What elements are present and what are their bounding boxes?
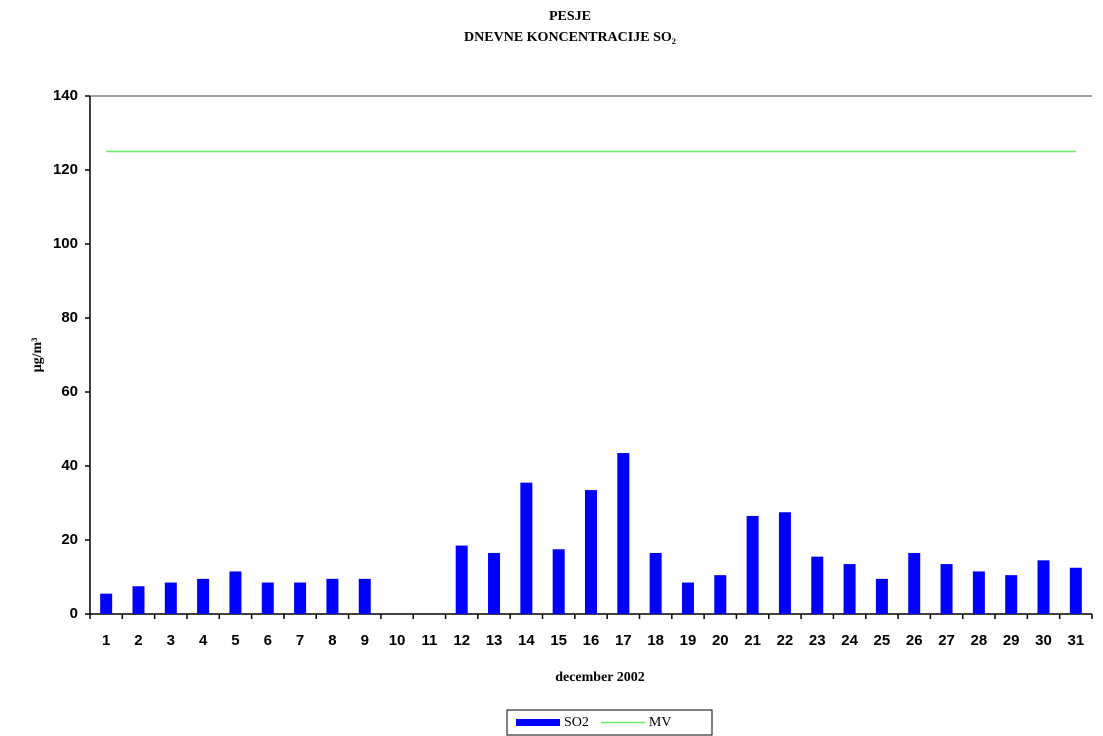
y-tick-label: 60: [61, 383, 78, 400]
x-tick-label: 27: [938, 632, 955, 649]
bar: [972, 571, 985, 614]
x-tick-label: 19: [680, 632, 697, 649]
bar: [746, 515, 759, 614]
x-axis-title: december 2002: [555, 670, 645, 685]
bar: [229, 571, 242, 614]
x-tick-label: 11: [421, 632, 437, 649]
x-tick-label: 30: [1035, 632, 1052, 649]
x-tick-label: 5: [231, 632, 239, 649]
bar: [488, 552, 501, 614]
x-tick-label: 13: [486, 632, 503, 649]
bar: [875, 578, 888, 614]
x-tick-label: 9: [361, 632, 369, 649]
bar: [681, 582, 694, 614]
bar: [908, 552, 921, 614]
x-tick-label: 16: [583, 632, 600, 649]
bar: [811, 556, 824, 614]
bar: [294, 582, 307, 614]
bar: [100, 593, 113, 614]
x-tick-label: 21: [744, 632, 761, 649]
bar: [358, 578, 371, 614]
bar: [132, 586, 145, 614]
x-tick-label: 25: [874, 632, 891, 649]
y-tick-label: 100: [53, 235, 78, 252]
x-tick-label: 12: [453, 632, 470, 649]
legend-label: SO2: [564, 715, 589, 730]
y-tick-label: 140: [53, 87, 78, 104]
x-tick-label: 24: [841, 632, 858, 649]
bar: [552, 549, 565, 614]
x-tick-label: 1: [102, 632, 110, 649]
bar: [778, 512, 791, 614]
bar: [1069, 567, 1082, 614]
x-tick-label: 20: [712, 632, 729, 649]
x-tick-label: 31: [1067, 632, 1084, 649]
x-tick-label: 29: [1003, 632, 1020, 649]
x-tick-label: 14: [518, 632, 535, 649]
bar: [843, 564, 856, 614]
y-tick-label: 80: [61, 309, 78, 326]
bar: [940, 564, 953, 614]
x-tick-label: 8: [328, 632, 336, 649]
x-tick-label: 7: [296, 632, 304, 649]
x-tick-label: 18: [647, 632, 664, 649]
bar: [197, 578, 210, 614]
y-tick-label: 20: [61, 531, 78, 548]
legend-swatch: [516, 719, 560, 726]
y-axis-title: µg/m³: [30, 338, 45, 373]
bar: [714, 575, 727, 614]
x-tick-label: 22: [777, 632, 794, 649]
x-tick-label: 15: [550, 632, 567, 649]
bar: [261, 582, 274, 614]
bar: [164, 582, 177, 614]
bar: [455, 545, 468, 614]
bar: [1005, 575, 1018, 614]
x-tick-label: 26: [906, 632, 923, 649]
bar: [649, 552, 662, 614]
y-tick-label: 0: [70, 605, 78, 622]
bar: [617, 453, 630, 614]
x-tick-label: 2: [134, 632, 142, 649]
legend-label: MV: [649, 715, 672, 730]
bar: [520, 482, 533, 614]
bar: [585, 490, 597, 614]
x-tick-label: 23: [809, 632, 826, 649]
chart-subtitle: DNEVNE KONCENTRACIJE SO₂: [464, 30, 676, 45]
x-tick-label: 4: [199, 632, 208, 649]
x-tick-label: 17: [615, 632, 632, 649]
x-tick-label: 10: [389, 632, 406, 649]
chart-title: PESJE: [549, 9, 591, 24]
bar: [1037, 560, 1050, 614]
x-tick-label: 3: [167, 632, 175, 649]
bar: [326, 578, 339, 614]
x-tick-label: 28: [971, 632, 988, 649]
y-tick-label: 40: [61, 457, 78, 474]
y-tick-label: 120: [53, 161, 78, 178]
x-tick-label: 6: [264, 632, 272, 649]
